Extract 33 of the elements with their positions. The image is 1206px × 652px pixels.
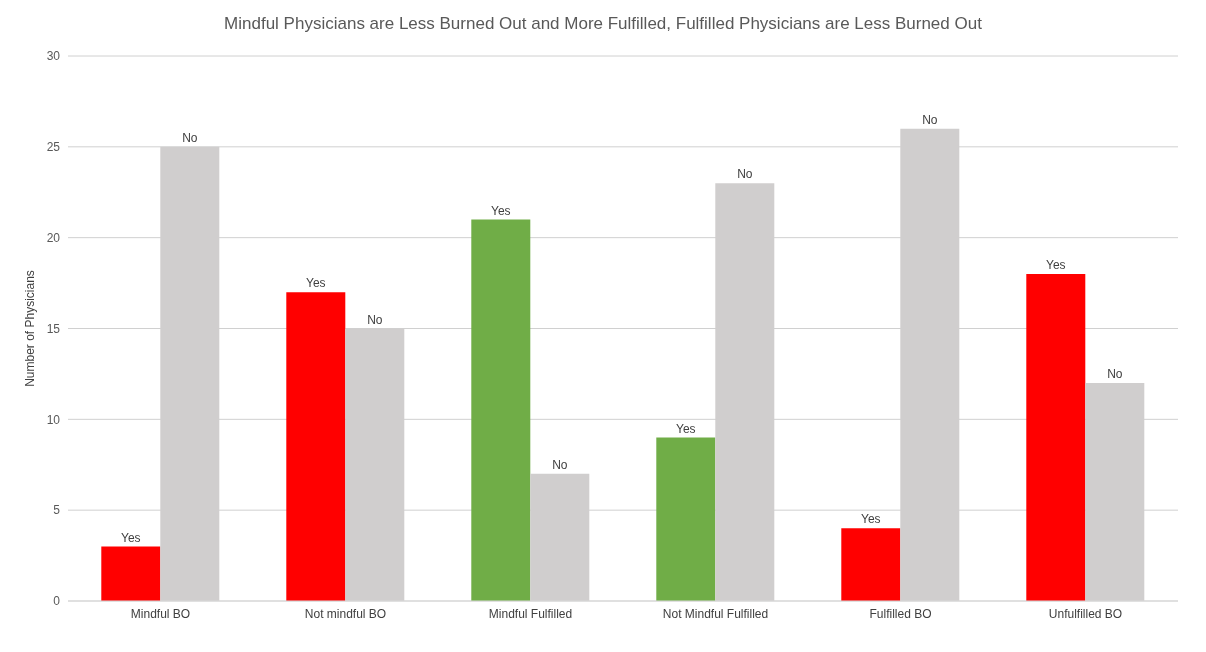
data-label: No [552,457,568,472]
y-tick-label: 0 [53,594,61,609]
y-tick-label: 10 [46,412,61,427]
data-label: Yes [676,421,696,436]
y-tick-label: 5 [53,503,61,518]
chart-title: Mindful Physicians are Less Burned Out and More Fulfilled, Fulfilled Physicians are Less Burned Out [223,13,983,35]
data-label: Yes [861,512,881,527]
data-label: No [1107,367,1123,381]
x-tick-label: Unfulfilled BO [1048,606,1123,621]
y-axis-title: Number of Physicians [23,270,38,387]
y-tick-label: 15 [46,321,61,336]
data-label: Yes [1046,258,1066,272]
x-tick-label: Fulfilled BO [869,606,932,621]
bar [1026,274,1086,601]
y-tick-label: 20 [46,230,61,245]
x-tick-label: Mindful BO [130,606,191,621]
data-label: No [922,112,938,127]
bar [101,546,161,601]
data-label: No [737,167,753,182]
bar [286,292,346,601]
x-tick-label: Not Mindful Fulfilled [662,606,769,621]
x-tick-label: Mindful Fulfilled [488,606,573,621]
data-label: Yes [491,203,511,218]
bar [841,528,901,601]
data-label: Yes [121,530,141,545]
y-tick-label: 30 [46,49,61,64]
data-label: No [182,130,198,145]
y-tick-label: 25 [46,140,61,155]
data-label: Yes [306,276,326,291]
data-label: No [367,312,383,327]
bar [471,219,531,601]
x-tick-label: Not mindful BO [304,606,387,621]
bar [656,437,716,601]
